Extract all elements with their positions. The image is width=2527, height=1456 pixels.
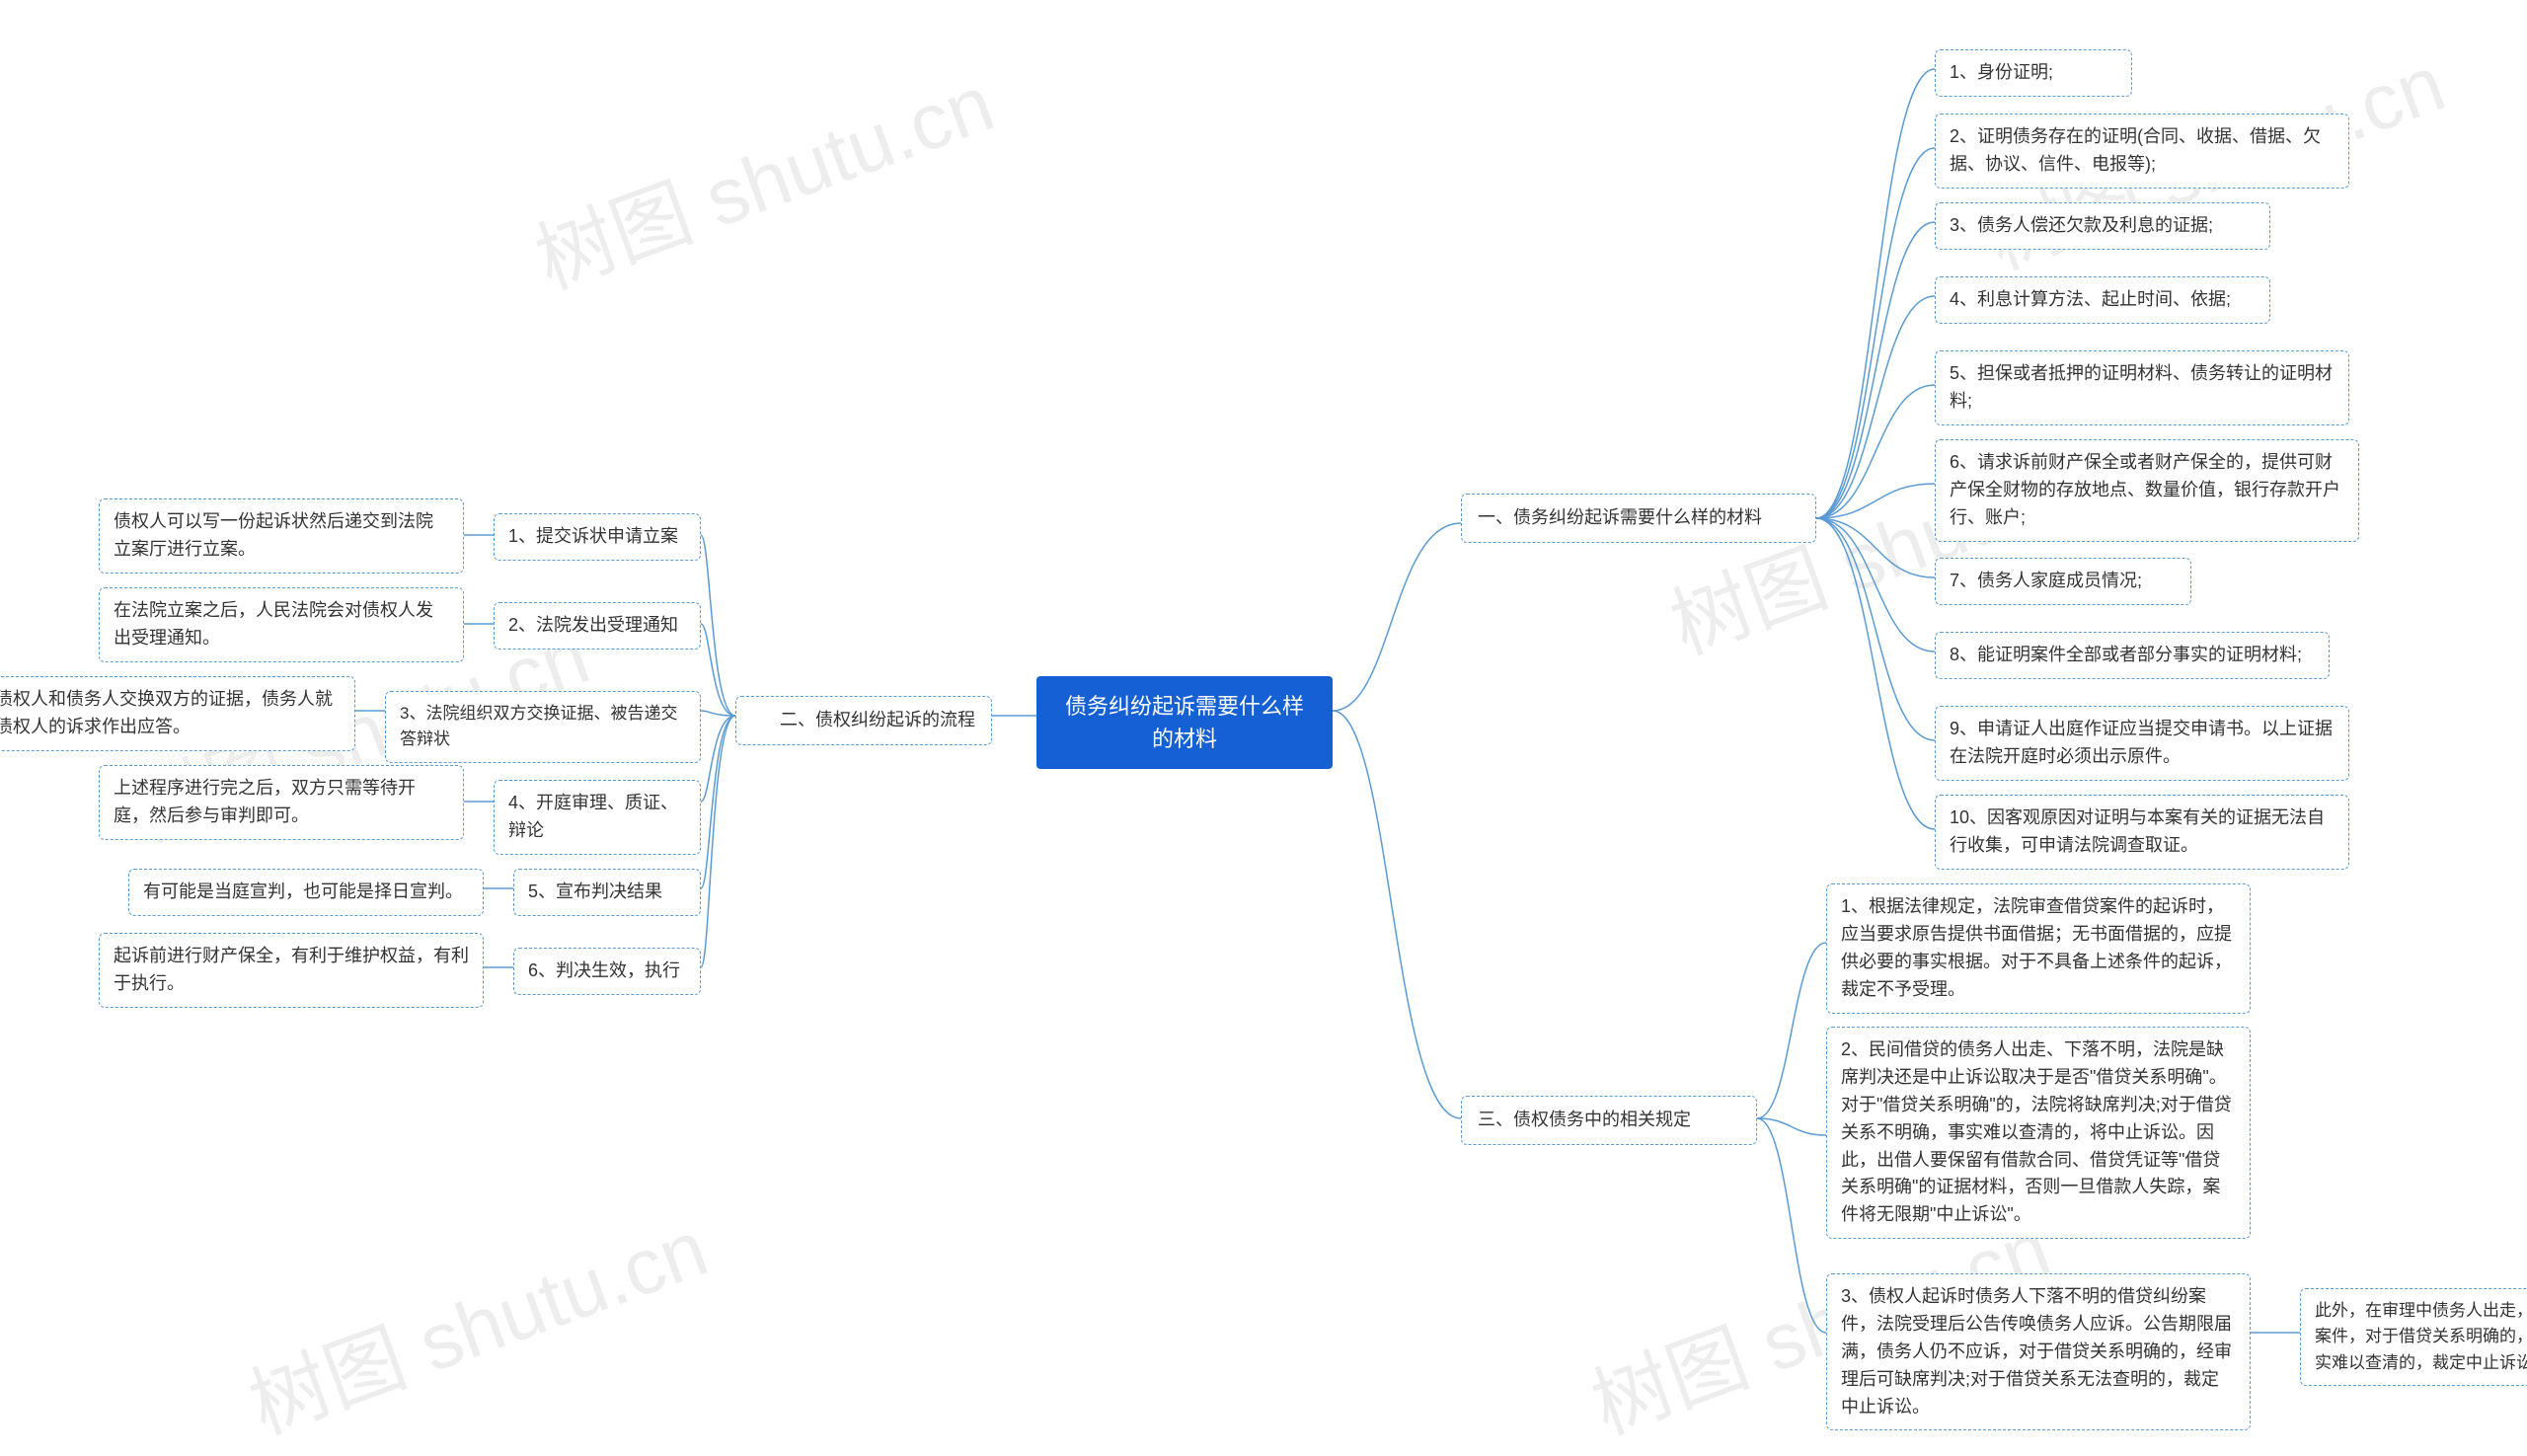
s2-item-5-detail: 有可能是当庭宣判，也可能是择日宣判。 [128,869,484,916]
section3-title: 三、债权债务中的相关规定 [1461,1096,1757,1145]
s1-item-8: 8、能证明案件全部或者部分事实的证明材料; [1935,632,2330,679]
s2-item-3-label: 3、法院组织双方交换证据、被告递交答辩状 [385,691,701,763]
s2-item-4-detail: 上述程序进行完之后，双方只需等待开庭，然后参与审判即可。 [99,765,464,840]
s1-item-5: 5、担保或者抵押的证明材料、债务转让的证明材料; [1935,350,2349,425]
s2-item-1-label: 1、提交诉状申请立案 [494,513,701,561]
s2-item-6-label: 6、判决生效，执行 [513,948,701,995]
s1-item-10: 10、因客观原因对证明与本案有关的证据无法自行收集，可申请法院调查取证。 [1935,795,2349,870]
s3-item-2: 2、民间借贷的债务人出走、下落不明，法院是缺席判决还是中止诉讼取决于是否"借贷关… [1826,1027,2251,1239]
s3-item-3: 3、债权人起诉时债务人下落不明的借贷纠纷案件，法院受理后公告传唤债务人应诉。公告… [1826,1273,2251,1430]
s1-item-1: 1、身份证明; [1935,49,2132,97]
s2-item-4-label: 4、开庭审理、质证、辩论 [494,780,701,855]
s1-item-4: 4、利息计算方法、起止时间、依据; [1935,276,2270,324]
s2-item-6-detail: 起诉前进行财产保全，有利于维护权益，有利于执行。 [99,933,484,1008]
s1-item-3: 3、债务人偿还欠款及利息的证据; [1935,202,2270,250]
s2-item-1-detail: 债权人可以写一份起诉状然后递交到法院立案厅进行立案。 [99,498,464,574]
s1-item-6: 6、请求诉前财产保全或者财产保全的，提供可财产保全财物的存放地点、数量价值，银行… [1935,439,2359,542]
s2-item-5-label: 5、宣布判决结果 [513,869,701,916]
section1-title: 一、债务纠纷起诉需要什么样的材料 [1461,494,1816,543]
s3-item-1: 1、根据法律规定，法院审查借贷案件的起诉时，应当要求原告提供书面借据；无书面借据… [1826,883,2251,1014]
watermark: 树图 shutu.cn [232,1186,721,1456]
s2-item-3-detail: 债权人和债务人交换双方的证据，债务人就债权人的诉求作出应答。 [0,676,355,751]
s3-extra: 此外，在审理中债务人出走，下落不明的借贷纠纷案件，对于借贷关系明确的，可以缺席判… [2300,1288,2527,1386]
s1-item-7: 7、债务人家庭成员情况; [1935,558,2191,605]
root-node: 债务纠纷起诉需要什么样的材料 [1036,676,1333,769]
s2-item-2-detail: 在法院立案之后，人民法院会对债权人发出受理通知。 [99,587,464,662]
watermark: 树图 shutu.cn [518,40,1007,312]
section2-title: 二、债权纠纷起诉的流程 [735,696,992,745]
s2-item-2-label: 2、法院发出受理通知 [494,602,701,650]
s1-item-9: 9、申请证人出庭作证应当提交申请书。以上证据在法院开庭时必须出示原件。 [1935,706,2349,781]
s1-item-2: 2、证明债务存在的证明(合同、收据、借据、欠据、协议、信件、电报等); [1935,114,2349,189]
